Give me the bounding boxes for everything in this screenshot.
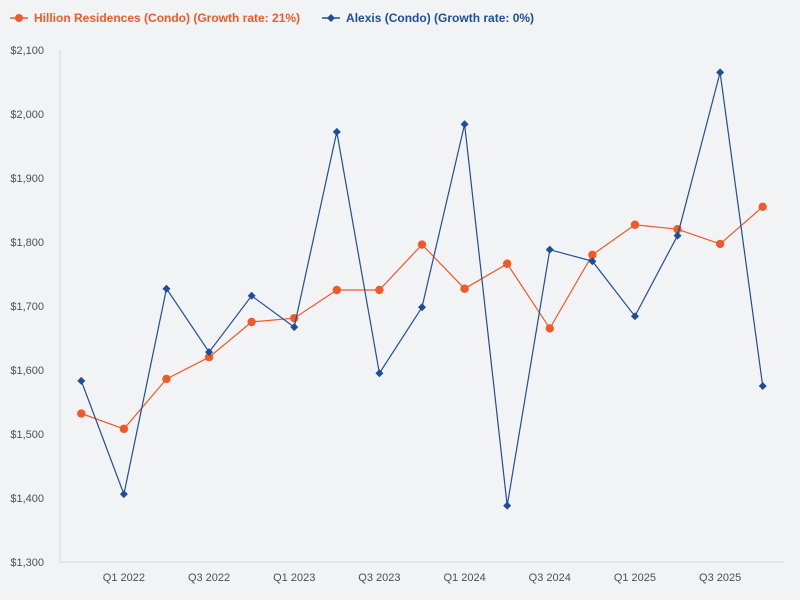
data-point xyxy=(673,231,682,240)
data-point xyxy=(418,303,426,312)
data-point xyxy=(375,285,384,295)
data-point xyxy=(204,353,214,362)
x-tick-label: Q1 2022 xyxy=(103,572,145,584)
y-tick-label: $1,900 xyxy=(10,173,44,185)
legend-label-alexis: Alexis (Condo) (Growth rate: 0%) xyxy=(346,11,535,25)
y-tick-label: $1,800 xyxy=(10,237,44,249)
x-tick-label: Q3 2025 xyxy=(699,572,741,584)
legend-label-hillion: Hillion Residences (Condo) (Growth rate:… xyxy=(34,11,301,25)
y-tick-label: $1,300 xyxy=(10,557,44,569)
y-tick-label: $1,400 xyxy=(10,493,44,505)
legend-item-hillion[interactable]: Hillion Residences (Condo) (Growth rate:… xyxy=(10,11,300,25)
data-point xyxy=(375,369,384,378)
legend-item-alexis[interactable]: Alexis (Condo) (Growth rate: 0%) xyxy=(322,11,534,25)
y-tick-label: $2,100 xyxy=(10,45,44,57)
data-point xyxy=(77,409,86,418)
series-line-0 xyxy=(81,206,764,430)
data-point xyxy=(290,323,299,332)
data-point xyxy=(545,324,554,333)
x-tick-label: Q1 2025 xyxy=(614,572,656,584)
data-point xyxy=(332,285,342,295)
data-point xyxy=(460,284,469,293)
y-tick-label: $1,700 xyxy=(10,301,44,313)
series-line-1 xyxy=(80,72,764,506)
y-tick-label: $2,000 xyxy=(10,109,44,121)
data-point xyxy=(545,245,554,254)
data-point xyxy=(247,317,256,327)
data-point xyxy=(588,250,597,259)
legend: Hillion Residences (Condo) (Growth rate:… xyxy=(10,9,534,27)
x-tick-label: Q1 2024 xyxy=(443,572,485,584)
data-point xyxy=(630,220,640,229)
x-tick-label: Q1 2023 xyxy=(273,572,315,584)
x-tick-label: Q3 2024 xyxy=(529,572,571,584)
data-point xyxy=(503,501,512,510)
data-point xyxy=(758,382,767,390)
legend-marker-alexis xyxy=(322,14,341,22)
data-point xyxy=(460,120,469,129)
x-tick-label: Q3 2023 xyxy=(358,572,400,584)
data-point xyxy=(77,376,86,385)
data-point xyxy=(162,374,171,384)
data-point xyxy=(162,284,171,293)
data-point xyxy=(715,239,725,249)
data-point xyxy=(417,240,427,249)
data-point xyxy=(502,259,512,268)
data-point xyxy=(758,202,767,211)
data-point xyxy=(716,68,725,77)
data-point xyxy=(247,291,256,300)
data-point xyxy=(119,490,128,499)
data-point xyxy=(119,424,129,434)
data-point xyxy=(332,127,341,136)
legend-marker-hillion xyxy=(10,14,28,22)
x-tick-label: Q3 2022 xyxy=(188,572,230,584)
data-point xyxy=(205,348,214,357)
data-point xyxy=(588,257,597,266)
data-point xyxy=(630,312,639,321)
y-tick-label: $1,500 xyxy=(10,429,44,441)
y-tick-label: $1,600 xyxy=(10,365,44,377)
